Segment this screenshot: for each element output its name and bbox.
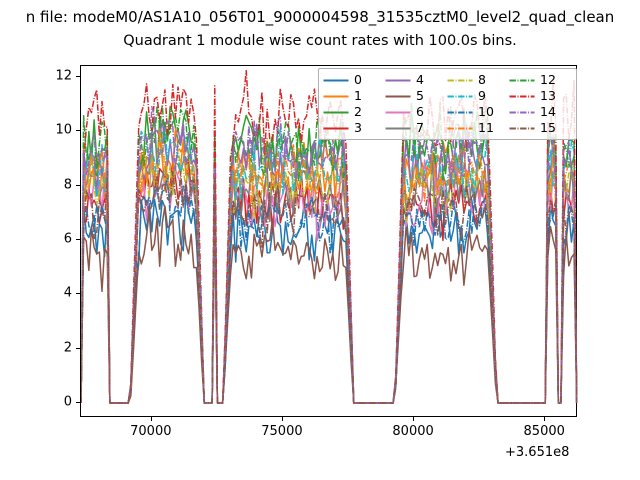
legend-swatch: [509, 79, 535, 81]
legend-entry[interactable]: 0: [323, 71, 385, 87]
legend-swatch: [323, 79, 349, 81]
legend: 0 4 8 12 1 5 9 13 2 6 10 14 3 7 11 15: [318, 68, 577, 140]
legend-entry[interactable]: 9: [447, 87, 509, 103]
legend-label: 6: [416, 103, 424, 119]
x-tick-mark: [413, 417, 415, 421]
legend-swatch: [385, 111, 411, 113]
legend-label: 1: [354, 87, 362, 103]
legend-row: 2 6 10 14: [323, 104, 571, 120]
legend-entry[interactable]: 11: [447, 119, 509, 135]
line-series: [81, 170, 578, 404]
x-tick-label: 80000: [392, 424, 434, 439]
legend-swatch: [385, 95, 411, 97]
y-tick-mark: [76, 184, 80, 186]
legend-entry[interactable]: 12: [509, 71, 571, 87]
legend-swatch: [447, 95, 473, 97]
legend-swatch: [509, 95, 535, 97]
legend-swatch: [447, 111, 473, 113]
x-tick-label: 75000: [261, 424, 303, 439]
y-tick-mark: [76, 293, 80, 295]
legend-label: 12: [540, 71, 556, 87]
legend-swatch: [509, 127, 535, 129]
legend-entry[interactable]: 3: [323, 119, 385, 135]
legend-label: 9: [478, 87, 486, 103]
legend-entry[interactable]: 7: [385, 119, 447, 135]
legend-label: 7: [416, 119, 424, 135]
legend-swatch: [509, 111, 535, 113]
legend-row: 3 7 11 15: [323, 120, 571, 136]
legend-label: 0: [354, 71, 362, 87]
legend-entry[interactable]: 13: [509, 87, 571, 103]
legend-swatch: [323, 95, 349, 97]
legend-entry[interactable]: 1: [323, 87, 385, 103]
y-tick-label: 2: [63, 340, 72, 356]
figure-suptitle: n file: modeM0/AS1A10_056T01_9000004598_…: [25, 8, 615, 26]
line-series-group: [81, 66, 578, 418]
legend-swatch: [385, 127, 411, 129]
legend-label: 3: [354, 119, 362, 135]
legend-entry[interactable]: 15: [509, 119, 571, 135]
y-tick-mark: [76, 402, 80, 404]
legend-label: 14: [540, 103, 556, 119]
legend-entry[interactable]: 4: [385, 71, 447, 87]
legend-entry[interactable]: 14: [509, 103, 571, 119]
legend-swatch: [323, 127, 349, 129]
y-tick-label: 12: [55, 68, 72, 84]
legend-label: 2: [354, 103, 362, 119]
x-tick-mark: [281, 417, 284, 421]
y-tick-label: 8: [63, 177, 72, 193]
legend-label: 8: [478, 71, 486, 87]
legend-swatch: [447, 127, 473, 129]
legend-label: 4: [416, 71, 424, 87]
legend-label: 10: [478, 103, 494, 119]
legend-row: 0 4 8 12: [323, 72, 571, 88]
legend-entry[interactable]: 10: [447, 103, 509, 119]
legend-swatch: [447, 79, 473, 81]
legend-entry[interactable]: 2: [323, 103, 385, 119]
x-axis-offset-label: +3.651e8: [505, 445, 570, 460]
legend-swatch: [385, 79, 411, 81]
y-tick-mark: [76, 75, 80, 77]
y-tick-label: 4: [63, 285, 72, 301]
line-series: [81, 205, 578, 404]
legend-entry[interactable]: 8: [447, 71, 509, 87]
y-tick-mark: [76, 347, 80, 349]
y-tick-label: 6: [63, 231, 72, 247]
x-tick-mark: [544, 417, 546, 421]
legend-label: 15: [540, 119, 556, 135]
x-tick-label: 85000: [523, 424, 565, 439]
y-tick-mark: [76, 130, 80, 132]
legend-label: 11: [478, 119, 494, 135]
legend-swatch: [323, 111, 349, 113]
line-series: [81, 101, 578, 404]
y-tick-label: 10: [55, 122, 72, 138]
legend-label: 5: [416, 87, 424, 103]
legend-row: 1 5 9 13: [323, 88, 571, 104]
legend-entry[interactable]: 5: [385, 87, 447, 103]
y-tick-mark: [76, 238, 80, 241]
y-tick-label: 0: [63, 394, 72, 410]
axes-title: Quadrant 1 module wise count rates with …: [123, 33, 517, 49]
legend-label: 13: [540, 87, 556, 103]
legend-entry[interactable]: 6: [385, 103, 447, 119]
x-tick-mark: [150, 417, 152, 421]
x-tick-label: 70000: [130, 424, 172, 439]
